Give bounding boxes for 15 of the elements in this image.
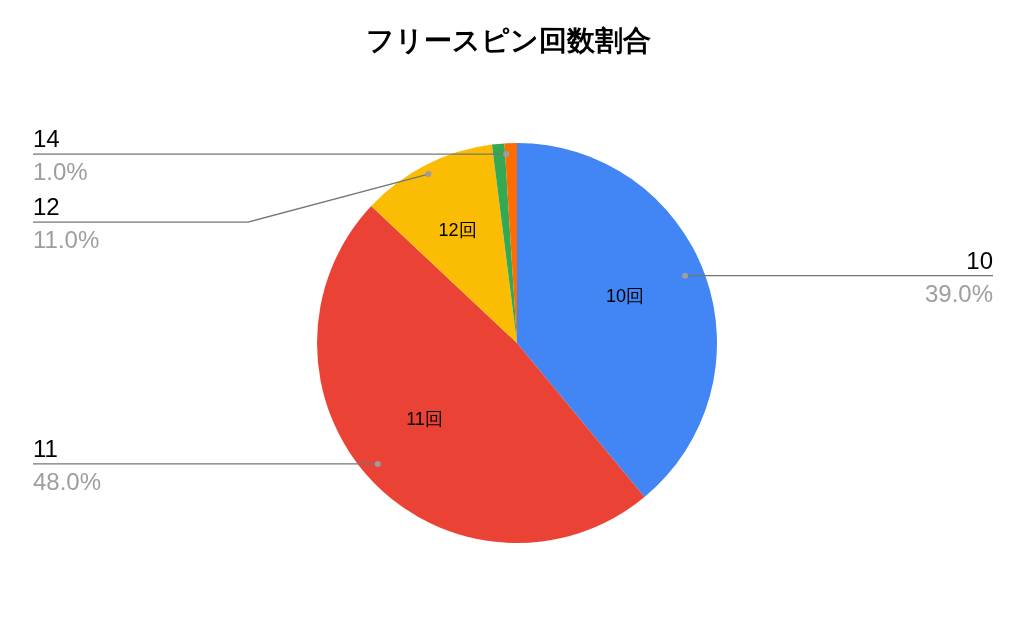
text: 11回: [406, 408, 443, 429]
data-label: 39.0%: [924, 279, 993, 307]
text: 10回: [605, 286, 644, 307]
text: 12回: [438, 219, 477, 240]
chart-title: フリースピン回数割合: [365, 25, 651, 56]
data-label: 48.0%: [33, 467, 102, 495]
slice-label: 12: [33, 193, 60, 221]
pie-slice: [517, 143, 717, 498]
slice-label: 11: [33, 434, 58, 462]
data-label: 11.0%: [33, 226, 100, 254]
slice-label: 10: [966, 246, 993, 274]
data-label: 1.0%: [33, 158, 88, 186]
pie-slice: [371, 144, 517, 343]
slice-label: 14: [33, 125, 60, 153]
pie-slice: [317, 206, 645, 543]
